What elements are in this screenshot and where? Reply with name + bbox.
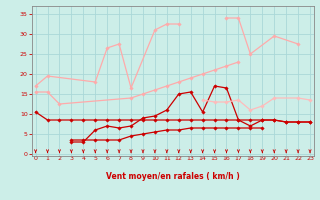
X-axis label: Vent moyen/en rafales ( km/h ): Vent moyen/en rafales ( km/h ) [106,172,240,181]
